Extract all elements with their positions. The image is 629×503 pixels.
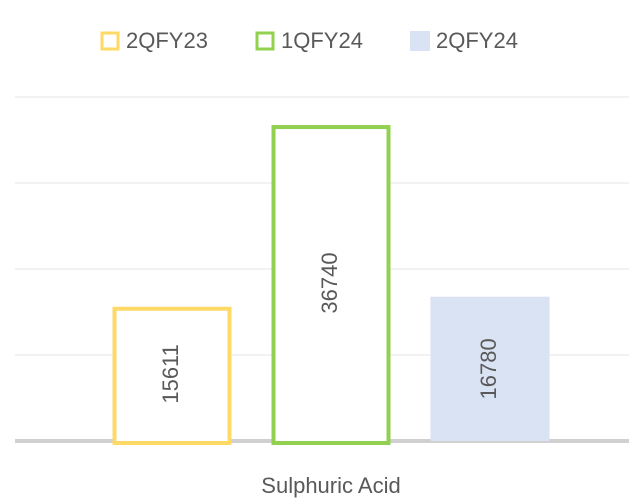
legend-label: 2QFY23 [126,28,208,53]
legend-swatch [410,31,430,51]
data-label: 16780 [476,338,501,399]
legend-swatch [100,31,120,51]
bar [430,296,550,441]
legend-label: 2QFY24 [436,28,518,53]
bar [271,125,391,445]
data-label: 36740 [317,252,342,313]
legend-swatch [255,31,275,51]
x-tick-label: Sulphuric Acid [261,473,400,498]
data-label: 15611 [158,344,183,404]
legend-label: 1QFY24 [281,28,363,53]
bar [112,306,232,445]
